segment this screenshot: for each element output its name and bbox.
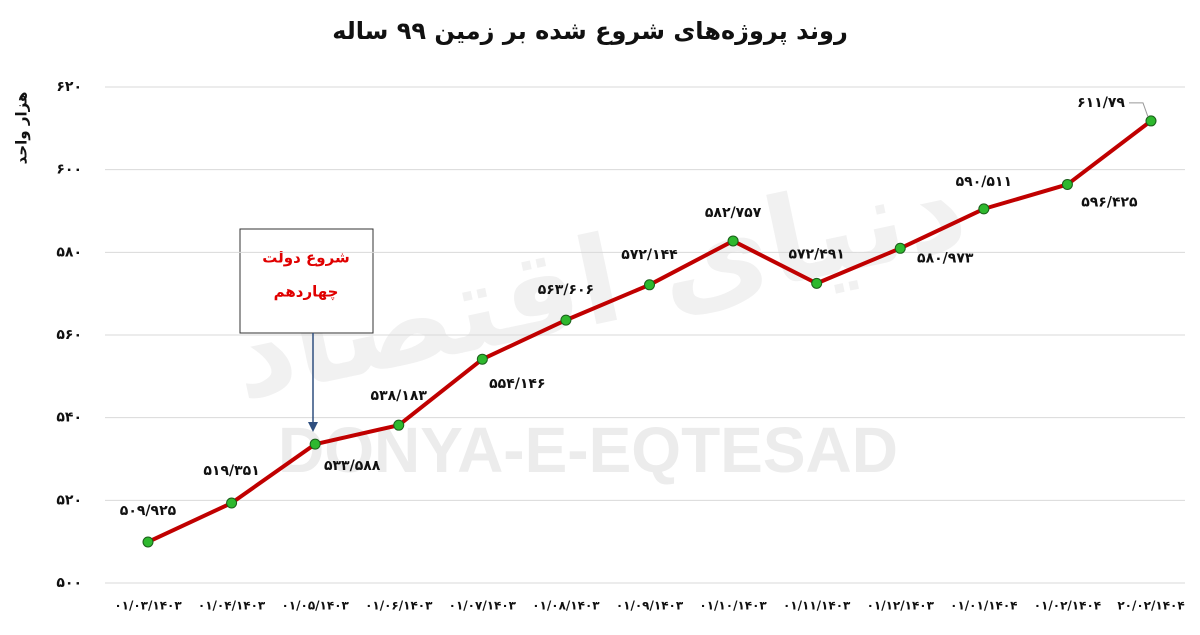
x-tick-label: ۰۱/۰۷/۱۴۰۳ — [449, 599, 517, 613]
data-point — [811, 277, 823, 289]
x-tick-label: ۰۱/۱۱/۱۴۰۳ — [783, 599, 851, 613]
x-tick-label: ۰۱/۰۴/۱۴۰۳ — [198, 599, 266, 613]
y-tick-label: ۶۰۰ — [56, 162, 82, 178]
x-tick-label: ۰۱/۰۲/۱۴۰۴ — [1034, 599, 1101, 613]
data-label: ۵۳۸/۱۸۳ — [371, 388, 428, 404]
x-tick-label: ۰۱/۱۰/۱۴۰۳ — [699, 599, 767, 613]
y-tick-label: ۵۰۰ — [56, 575, 82, 591]
data-point — [894, 242, 906, 254]
chart-title: روند پروژه‌های شروع شده بر زمین ۹۹ ساله — [332, 17, 848, 45]
data-label: ۶۱۱/۷۹ — [1077, 95, 1125, 111]
y-tick-label: ۶۲۰ — [56, 79, 82, 95]
annotation-text: چهاردهم — [274, 283, 339, 302]
data-label: ۵۷۲/۴۹۱ — [788, 246, 844, 262]
y-tick-label: ۵۶۰ — [56, 327, 82, 343]
y-axis-label: هزار واحد — [13, 92, 31, 165]
y-tick-label: ۵۸۰ — [56, 244, 82, 260]
data-point — [1145, 115, 1157, 127]
annotation-box — [239, 228, 374, 334]
data-point — [393, 419, 405, 431]
watermark-text: DONYA-E-EQTESAD — [278, 414, 898, 486]
annotation-arrowhead — [308, 422, 318, 432]
x-tick-label: ۰۱/۰۹/۱۴۰۳ — [616, 599, 684, 613]
data-point — [476, 353, 488, 365]
data-label: ۵۰۹/۹۲۵ — [120, 503, 177, 519]
x-tick-label: ۰۱/۰۶/۱۴۰۳ — [365, 599, 433, 613]
x-tick-label: ۲۰/۰۲/۱۴۰۴ — [1117, 599, 1184, 613]
data-label: ۵۹۰/۵۱۱ — [956, 174, 1012, 190]
data-label: ۵۶۳/۶۰۶ — [538, 282, 594, 298]
leader-line — [1129, 102, 1149, 118]
x-tick-label: ۰۱/۰۱/۱۴۰۴ — [950, 599, 1017, 613]
data-point — [978, 203, 990, 215]
x-tick-label: ۰۱/۰۸/۱۴۰۳ — [532, 599, 600, 613]
x-tick-label: ۰۱/۰۵/۱۴۰۳ — [281, 599, 349, 613]
data-point — [644, 279, 655, 291]
data-label: ۵۷۲/۱۴۴ — [621, 247, 678, 263]
data-point — [1061, 178, 1073, 190]
data-point — [226, 497, 238, 509]
y-tick-label: ۵۴۰ — [56, 410, 82, 426]
annotation-text: شروع دولت — [262, 249, 349, 267]
data-label: ۵۳۳/۵۸۸ — [324, 458, 381, 474]
x-tick-label: ۰۱/۱۲/۱۴۰۳ — [867, 599, 935, 613]
y-tick-label: ۵۲۰ — [56, 492, 82, 508]
data-label: ۵۹۶/۴۲۵ — [1081, 194, 1138, 210]
data-point — [560, 314, 572, 326]
data-label: ۵۱۹/۳۵۱ — [203, 463, 259, 479]
data-point — [727, 235, 739, 247]
data-point — [309, 438, 321, 450]
data-label: ۵۸۰/۹۷۳ — [917, 250, 974, 266]
x-tick-label: ۰۱/۰۳/۱۴۰۳ — [114, 599, 182, 613]
data-label: ۵۵۴/۱۴۶ — [489, 376, 545, 392]
data-point — [142, 536, 154, 548]
data-label: ۵۸۲/۷۵۷ — [705, 205, 762, 221]
